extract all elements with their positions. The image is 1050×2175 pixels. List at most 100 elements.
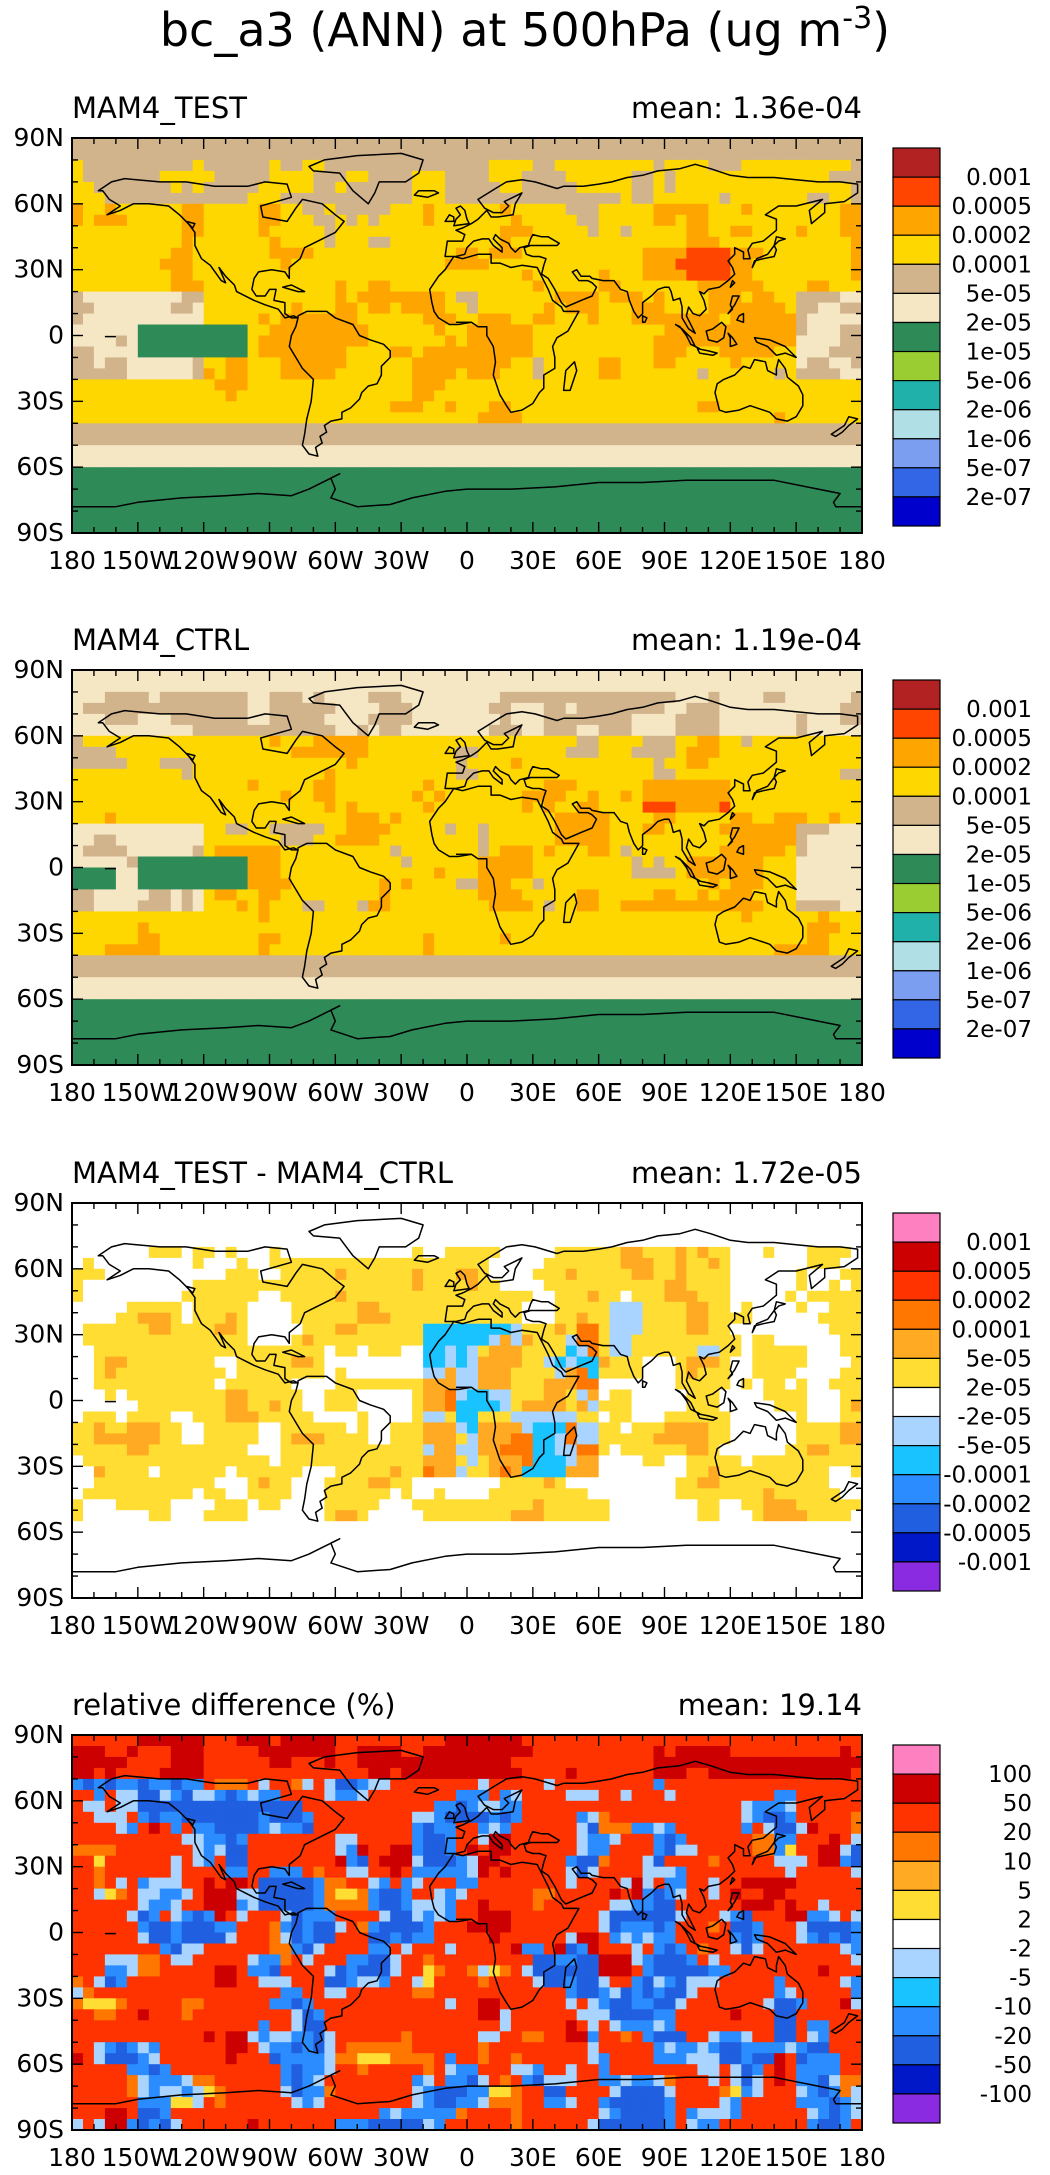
colorbar-swatch bbox=[892, 853, 941, 885]
colorbar-swatch bbox=[892, 1357, 941, 1389]
colorbar-label: 2e-06 bbox=[966, 398, 1032, 424]
colorbar: 0.001 0.0005 0.0002 0.0001 5e-05 2e-05 -2e-05 -… bbox=[892, 1212, 1032, 1592]
lon-tick-label: 30E bbox=[509, 2143, 557, 2172]
colorbar: 0.001 0.0005 0.0002 0.0001 5e-05 2e-05 1e-05 5e… bbox=[892, 147, 1032, 527]
colorbar-label: 0.0005 bbox=[952, 726, 1032, 752]
colorbar-swatch bbox=[892, 708, 941, 739]
lon-tick-label: 180 bbox=[48, 1078, 96, 1107]
lat-tick-label: 30N bbox=[13, 255, 64, 284]
lat-tick-label: 60S bbox=[16, 1517, 64, 1546]
lon-tick-label: 150E bbox=[764, 1611, 828, 1640]
colorbar-label: 1e-06 bbox=[966, 959, 1032, 985]
colorbar-label: 0.0005 bbox=[952, 1259, 1032, 1285]
colorbar-swatch bbox=[892, 824, 941, 856]
colorbar-label: 1e-05 bbox=[966, 872, 1032, 898]
coastlines bbox=[72, 1749, 862, 2130]
lat-tick-label: 30S bbox=[16, 386, 64, 415]
lon-tick-label: 120W bbox=[167, 1078, 239, 1107]
lon-tick-label: 90W bbox=[241, 1078, 298, 1107]
colorbar-swatch bbox=[892, 2093, 941, 2124]
lon-tick-label: 150W bbox=[102, 1078, 174, 1107]
lon-tick-label: 0 bbox=[459, 1611, 475, 1640]
colorbar-swatch bbox=[892, 941, 941, 972]
panel-left-title: relative difference (%) bbox=[72, 1688, 396, 1722]
colorbar-label: -0.0005 bbox=[943, 1521, 1032, 1547]
colorbar-swatch bbox=[892, 1860, 941, 1892]
lon-tick-label: 180 bbox=[48, 2143, 96, 2172]
lon-tick-label: 120E bbox=[699, 1611, 763, 1640]
lon-tick-label: 30W bbox=[373, 1611, 430, 1640]
lon-tick-label: 90W bbox=[241, 546, 298, 575]
lat-tick-label: 0 bbox=[48, 853, 64, 882]
lon-tick-label: 180 bbox=[48, 546, 96, 575]
lon-tick-label: 60E bbox=[575, 1078, 623, 1107]
lat-tick-label: 90N bbox=[13, 1188, 64, 1217]
lon-tick-label: 120E bbox=[699, 546, 763, 575]
colorbar-swatch bbox=[892, 1299, 941, 1330]
colorbar-swatch bbox=[892, 350, 941, 382]
lat-tick-label: 30S bbox=[16, 1451, 64, 1480]
colorbar-label: 0.001 bbox=[966, 1230, 1032, 1256]
colorbar: 100 50 20 10 5 2 -2 -5 -10 -20 -50 -100 bbox=[892, 1744, 1032, 2124]
colorbar-swatch bbox=[892, 1947, 941, 1979]
colorbar-swatch bbox=[892, 263, 941, 294]
colorbar-label: -5e-05 bbox=[957, 1434, 1032, 1460]
colorbar-label: 5 bbox=[1017, 1878, 1032, 1904]
lat-tick-label: 90N bbox=[13, 123, 64, 152]
lat-tick-label: 30S bbox=[16, 918, 64, 947]
colorbar-swatch bbox=[892, 234, 941, 265]
colorbar-label: 5e-07 bbox=[966, 988, 1032, 1014]
colorbar-swatch bbox=[892, 438, 941, 469]
lat-tick-label: 60N bbox=[13, 189, 64, 218]
colorbar-label: 5e-05 bbox=[966, 1346, 1032, 1372]
colorbar-swatch bbox=[892, 1532, 941, 1563]
lat-tick-label: 60S bbox=[16, 2049, 64, 2078]
colorbar-label: 2e-07 bbox=[966, 1017, 1032, 1043]
colorbar-swatch bbox=[892, 321, 941, 353]
lat-tick-label: 60N bbox=[13, 1254, 64, 1283]
lat-tick-label: 60S bbox=[16, 984, 64, 1013]
lat-tick-label: 60N bbox=[13, 721, 64, 750]
colorbar-swatch bbox=[892, 2064, 941, 2095]
colorbar-label: 0.0001 bbox=[952, 784, 1032, 810]
colorbar-label: 5e-06 bbox=[966, 369, 1032, 395]
colorbar-swatch bbox=[892, 679, 941, 710]
colorbar-swatch bbox=[892, 970, 941, 1001]
lat-tick-label: 30S bbox=[16, 1983, 64, 2012]
colorbar-label: 5e-05 bbox=[966, 281, 1032, 307]
lon-tick-label: 0 bbox=[459, 2143, 475, 2172]
lat-tick-label: 0 bbox=[48, 1918, 64, 1947]
colorbar-swatch bbox=[892, 2006, 941, 2037]
lon-tick-label: 60E bbox=[575, 546, 623, 575]
colorbar-swatch bbox=[892, 1028, 941, 1059]
figure-title: bc_a3 (ANN) at 500hPa (ug m-3) bbox=[160, 1, 890, 57]
lat-tick-label: 30N bbox=[13, 1320, 64, 1349]
lat-tick-label: 60N bbox=[13, 1786, 64, 1815]
colorbar-label: -5 bbox=[1009, 1966, 1032, 1992]
colorbar-swatch bbox=[892, 1773, 941, 1804]
colorbar-label: 0.0001 bbox=[952, 252, 1032, 278]
lon-tick-label: 120W bbox=[167, 2143, 239, 2172]
colorbar-label: 50 bbox=[1003, 1791, 1032, 1817]
lon-tick-label: 150E bbox=[764, 546, 828, 575]
colorbar-label: -0.0002 bbox=[943, 1492, 1032, 1518]
colorbar-label: 2e-05 bbox=[966, 311, 1032, 337]
lon-tick-label: 60E bbox=[575, 2143, 623, 2172]
lon-tick-label: 150W bbox=[102, 2143, 174, 2172]
lon-tick-label: 120E bbox=[699, 1078, 763, 1107]
colorbar-swatch bbox=[892, 380, 941, 411]
colorbar-label: 2 bbox=[1017, 1908, 1032, 1934]
colorbar-label: -0.0001 bbox=[943, 1463, 1032, 1489]
panel-mean-label: mean: 1.72e-05 bbox=[631, 1156, 862, 1190]
field-map bbox=[72, 670, 862, 1065]
colorbar-label: -50 bbox=[994, 2053, 1032, 2079]
colorbar-swatch bbox=[892, 1212, 941, 1243]
panel-left-title: MAM4_TEST - MAM4_CTRL bbox=[72, 1156, 453, 1190]
lat-tick-label: 0 bbox=[48, 321, 64, 350]
lat-tick-label: 30N bbox=[13, 787, 64, 816]
lon-tick-label: 120W bbox=[167, 1611, 239, 1640]
lon-tick-label: 0 bbox=[459, 546, 475, 575]
